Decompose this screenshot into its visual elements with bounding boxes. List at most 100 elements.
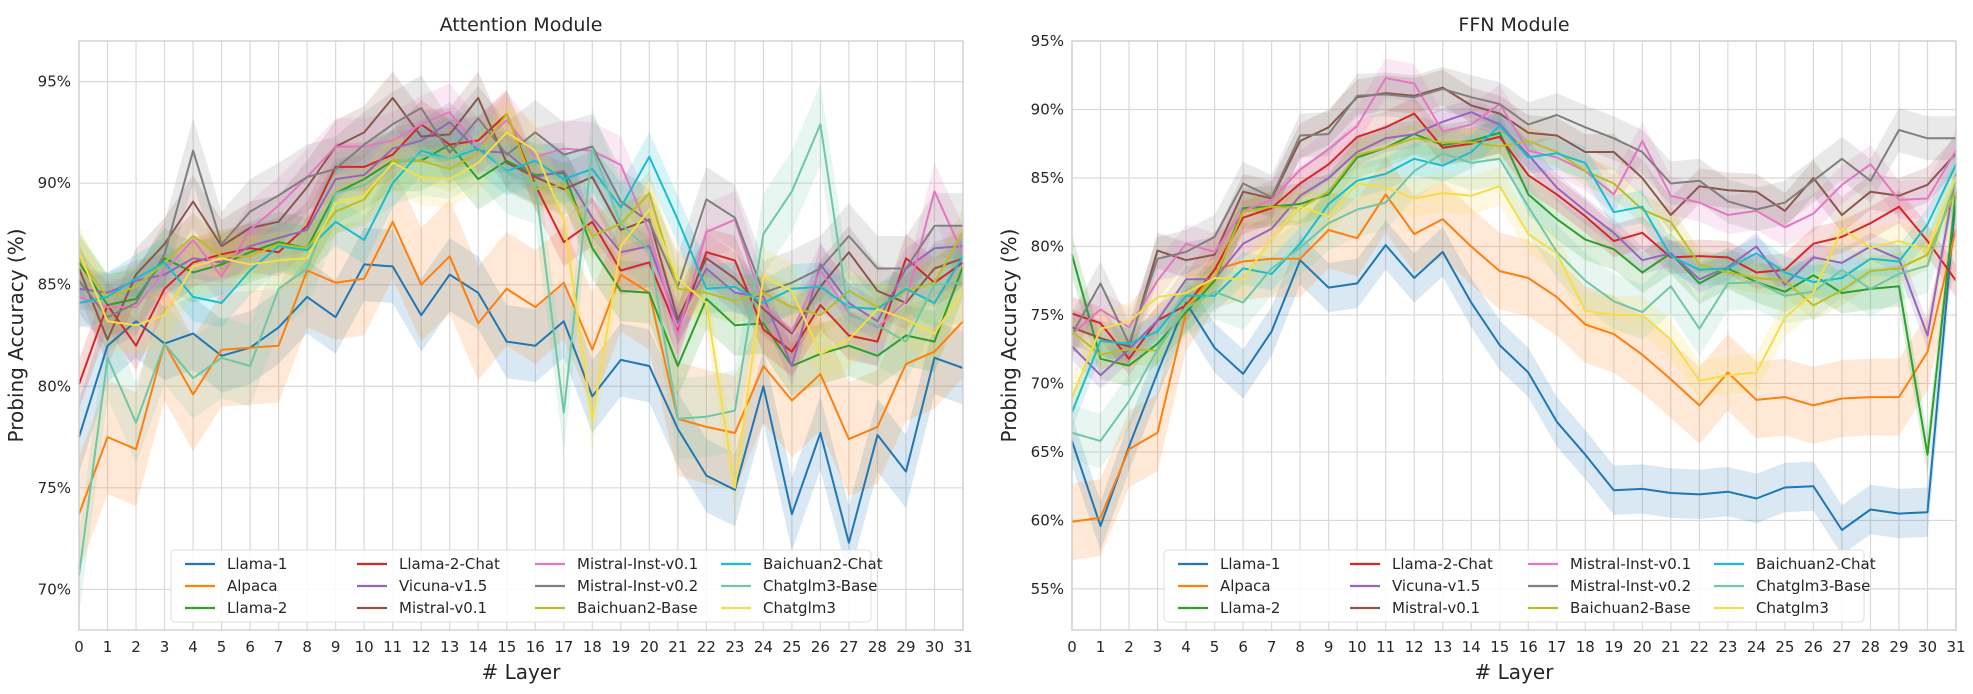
ffn-xtick-label: 17 <box>1547 638 1566 656</box>
attention-legend-item: Llama-2-Chat <box>357 555 500 573</box>
ffn-line-baichuan2-chat <box>1071 124 1957 413</box>
ffn-legend-label: Mistral-Inst-v0.2 <box>1570 577 1691 595</box>
attention-title: Attention Module <box>440 14 603 36</box>
attention-legend-item: Mistral-Inst-v0.2 <box>535 577 698 595</box>
attention-xtick-label: 15 <box>497 638 516 656</box>
attention-xtick-label: 18 <box>583 638 602 656</box>
attention-xtick-label: 13 <box>440 638 459 656</box>
attention-xtick-label: 3 <box>160 638 170 656</box>
ffn-xtick-label: 13 <box>1433 638 1452 656</box>
ffn-legend-label: Baichuan2-Chat <box>1756 555 1876 573</box>
ffn-ytick-label: 80% <box>1031 237 1064 255</box>
attention-legend-label: Mistral-v0.1 <box>399 599 487 617</box>
ffn-legend-label: Alpaca <box>1220 577 1271 595</box>
ffn-line-chatglm3 <box>1071 176 1957 398</box>
ffn-title: FFN Module <box>1458 14 1569 36</box>
attention-band-chatglm3 <box>79 104 963 517</box>
ffn-xtick-label: 8 <box>1295 638 1305 656</box>
ffn-band-vicuna-v1.5 <box>1072 98 1956 389</box>
ffn-legend-label: Vicuna-v1.5 <box>1392 577 1480 595</box>
ffn-legend-label: Mistral-Inst-v0.1 <box>1570 555 1691 573</box>
attention-legend-label: Llama-2-Chat <box>399 555 500 573</box>
attention-xtick-label: 11 <box>383 638 402 656</box>
attention-band-llama-2 <box>79 114 963 397</box>
attention-xtick-label: 24 <box>754 638 773 656</box>
ffn-legend-item: Alpaca <box>1178 577 1271 595</box>
ffn-xtick-label: 6 <box>1238 638 1248 656</box>
ffn-ytick-label: 90% <box>1031 100 1064 118</box>
attention-legend-label: Baichuan2-Chat <box>763 555 883 573</box>
ffn-series <box>1071 58 1957 561</box>
ffn-legend-item: Mistral-Inst-v0.2 <box>1528 577 1691 595</box>
ffn-xtick-label: 23 <box>1718 638 1737 656</box>
ffn-xtick-label: 18 <box>1576 638 1595 656</box>
ffn-xtick-label: 27 <box>1832 638 1851 656</box>
attention-legend-label: Llama-1 <box>227 555 287 573</box>
ffn-xtick-label: 19 <box>1604 638 1623 656</box>
attention-xtick-label: 19 <box>611 638 630 656</box>
attention-xtick-label: 6 <box>245 638 255 656</box>
ffn-xtick-label: 31 <box>1946 638 1965 656</box>
attention-ytick-label: 95% <box>38 73 71 91</box>
ffn-legend-item: Mistral-v0.1 <box>1350 599 1480 617</box>
attention-line-llama-1 <box>78 263 964 544</box>
ffn-xtick-label: 9 <box>1324 638 1334 656</box>
ffn-band-alpaca <box>1072 156 1956 561</box>
ffn-xtick-label: 3 <box>1153 638 1163 656</box>
attention-ytick-label: 90% <box>38 174 71 192</box>
attention-xtick-label: 8 <box>302 638 312 656</box>
ffn-legend-item: Chatglm3-Base <box>1714 577 1870 595</box>
attention-line-chatglm3-base <box>78 123 964 576</box>
attention-xtick-label: 1 <box>103 638 113 656</box>
attention-xtick-label: 5 <box>217 638 227 656</box>
attention-ytick-label: 75% <box>38 479 71 497</box>
ffn-legend-label: Chatglm3-Base <box>1756 577 1870 595</box>
attention-legend-box <box>170 549 872 623</box>
ffn-band-chatglm3 <box>1072 157 1956 417</box>
attention-legend-item: Alpaca <box>185 577 278 595</box>
attention-xtick-label: 28 <box>868 638 887 656</box>
ffn-xtick-label: 2 <box>1124 638 1134 656</box>
ffn-line-vicuna-v1.5 <box>1071 111 1957 377</box>
ffn-band-mistral-inst-v0.2 <box>1072 67 1956 366</box>
attention-line-mistral-v0.1 <box>78 96 964 341</box>
ffn-ytick-label: 65% <box>1031 443 1064 461</box>
attention-band-baichuan2-chat <box>79 124 963 334</box>
ffn-xtick-label: 0 <box>1067 638 1077 656</box>
attention-band-mistral-v0.1 <box>79 71 963 366</box>
attention-line-llama-2 <box>78 143 964 367</box>
ffn-legend-label: Mistral-v0.1 <box>1392 599 1480 617</box>
attention-xtick-label: 30 <box>925 638 944 656</box>
ffn-xtick-label: 12 <box>1405 638 1424 656</box>
ffn-line-baichuan2-base <box>1071 137 1957 356</box>
attention-xtick-label: 27 <box>839 638 858 656</box>
attention-legend-item: Llama-1 <box>185 555 287 573</box>
attention-legend-item: Baichuan2-Chat <box>721 555 883 573</box>
ffn-xtick-label: 24 <box>1747 638 1766 656</box>
attention-xtick-label: 9 <box>331 638 341 656</box>
ffn-xtick-label: 5 <box>1210 638 1220 656</box>
attention-xtick-label: 21 <box>668 638 687 656</box>
ffn-legend-item: Vicuna-v1.5 <box>1350 577 1480 595</box>
ffn-xtick-label: 30 <box>1918 638 1937 656</box>
attention-legend-label: Chatglm3 <box>763 599 836 617</box>
ffn-legend-label: Llama-2-Chat <box>1392 555 1493 573</box>
ffn-ytick-label: 95% <box>1031 32 1064 50</box>
attention-legend-label: Baichuan2-Base <box>577 599 698 617</box>
attention-xtick-label: 17 <box>554 638 573 656</box>
attention-ytick-label: 70% <box>38 580 71 598</box>
attention-ticks: 0 1 2 3 4 5 6 7 8 9 10 11 12 13 14 15 16 17 18 19 20 21 22 23 24… <box>38 73 973 656</box>
attention-band-llama-1 <box>79 227 963 580</box>
attention-legend-item: Llama-2 <box>185 599 287 617</box>
ffn-legend-box <box>1163 549 1865 623</box>
attention-legend-label: Mistral-Inst-v0.1 <box>577 555 698 573</box>
attention-legend-label: Llama-2 <box>227 599 287 617</box>
ffn-legend-label: Chatglm3 <box>1756 599 1829 617</box>
attention-xtick-label: 2 <box>131 638 141 656</box>
attention-legend: Llama-1 Alpaca Llama-2 Llama-2-Chat Vicuna-v… <box>170 549 883 623</box>
ffn-xlabel: # Layer <box>1475 660 1555 684</box>
ffn-legend-item: Llama-2 <box>1178 599 1280 617</box>
attention-xtick-label: 25 <box>782 638 801 656</box>
attention-xtick-label: 14 <box>469 638 488 656</box>
